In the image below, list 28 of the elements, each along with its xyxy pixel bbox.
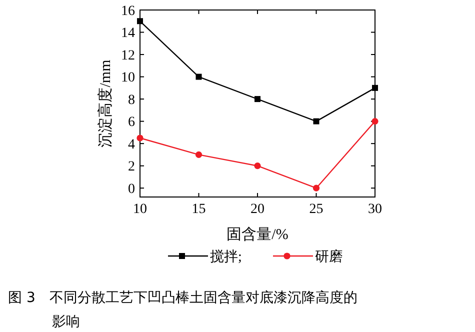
point [136,134,144,142]
point [372,118,378,125]
y-tick-label: 14 [121,26,135,42]
y-axis-title: 沉淀高度/mm [97,59,114,148]
point [254,96,260,102]
y-tick-label: 6 [128,115,135,130]
x-tick-label: 15 [192,202,206,217]
point [372,84,378,91]
y-tick-label: 10 [121,70,135,86]
x-tick-label: 30 [368,202,382,217]
y-tick-label: 8 [128,92,135,108]
legend-label: 搅拌; [210,248,242,265]
y-tick-label: 0 [128,182,135,197]
y-tick-label: 2 [128,160,135,175]
x-tick-label: 25 [309,202,324,217]
y-tick-label: 4 [128,137,135,152]
point [196,74,202,80]
y-tick-label: 12 [121,48,135,64]
point [254,162,261,170]
y-tick-label: 16 [121,4,135,19]
point [312,184,320,192]
caption: 图 3 不同分散工艺下凹凸棒土固含量对底漆沉降高度的影响 [8,290,358,330]
point [313,118,320,124]
point [137,18,143,24]
x-tick-label: 20 [250,202,264,217]
x-axis-title: 固含量/% [226,226,288,243]
point [195,151,202,158]
legend-label: 研磨 [315,248,343,265]
